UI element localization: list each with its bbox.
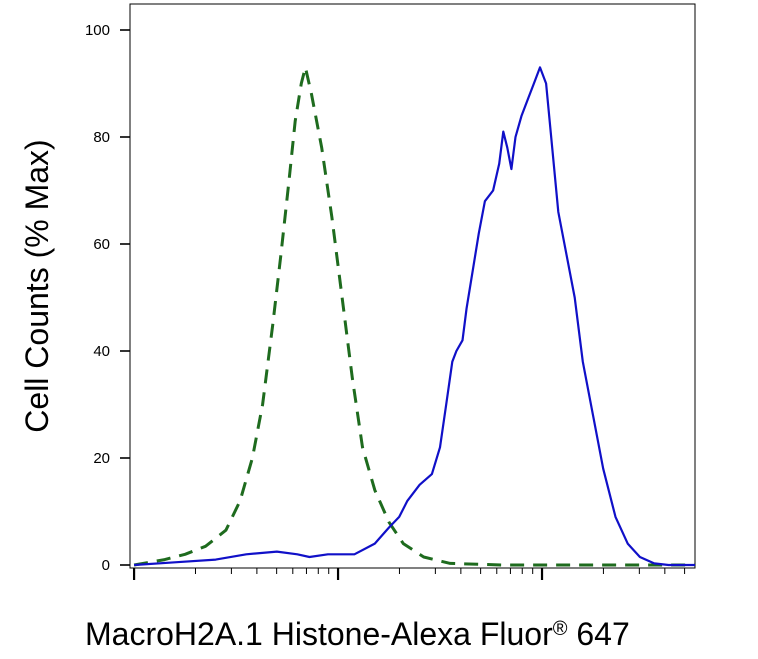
x-axis-title-main: MacroH2A.1 Histone-Alexa Fluor — [85, 616, 553, 652]
y-tick-label: 60 — [93, 236, 110, 253]
x-axis-title-tail: 647 — [567, 616, 629, 652]
y-tick-label: 0 — [102, 557, 110, 574]
x-axis — [132, 568, 686, 580]
series-control-line — [133, 65, 695, 567]
y-tick-label: 40 — [93, 343, 110, 360]
x-axis-title: MacroH2A.1 Histone-Alexa Fluor® 647 — [85, 616, 630, 652]
series-group — [133, 65, 695, 567]
y-axis: 0 20 40 60 80 100 — [85, 22, 130, 574]
x-axis-title-registered: ® — [553, 618, 568, 640]
y-axis-title: Cell Counts (% Max) — [19, 139, 55, 432]
series-stained-line — [134, 66, 695, 567]
plot-frame — [129, 3, 696, 569]
y-tick-label: 80 — [93, 129, 110, 146]
y-tick-label: 20 — [93, 450, 110, 467]
y-tick-label: 100 — [85, 22, 110, 39]
